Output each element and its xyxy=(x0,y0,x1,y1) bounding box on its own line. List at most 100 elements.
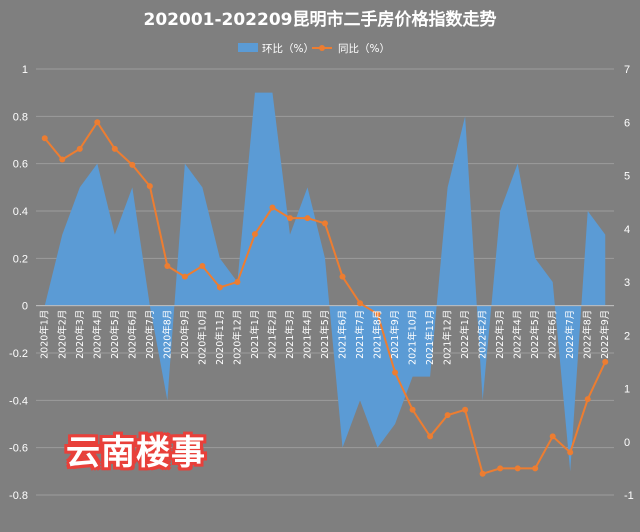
x-category-label: 2020年2月 xyxy=(56,310,68,359)
line-point xyxy=(567,449,574,456)
line-point xyxy=(497,465,504,472)
line-point xyxy=(41,135,48,142)
x-category-label: 2021年11月 xyxy=(424,310,436,365)
y-right-tick-label: 6 xyxy=(624,117,630,129)
line-point xyxy=(322,220,328,227)
line-point xyxy=(374,310,381,317)
y-right-tick-label: 2 xyxy=(624,330,630,342)
line-point xyxy=(462,406,469,413)
line-point xyxy=(111,145,118,152)
x-category-label: 2020年4月 xyxy=(91,310,103,359)
area-fill-huanbi xyxy=(44,92,606,472)
x-category-label: 2022年4月 xyxy=(512,310,524,359)
line-point xyxy=(269,204,276,211)
line-point xyxy=(59,156,66,163)
chart-title: 202001-202209昆明市二手房价格指数走势 xyxy=(144,9,497,30)
x-category-label: 2020年6月 xyxy=(126,310,138,359)
y-left-tick-label: -0.4 xyxy=(9,395,28,407)
line-point xyxy=(181,273,188,280)
area-series xyxy=(44,92,606,472)
x-category-label: 2021年10月 xyxy=(407,310,419,365)
y-right-tick-label: 3 xyxy=(624,277,630,289)
legend: 环比（%） 同比（%） xyxy=(238,42,390,55)
x-category-label: 2022年5月 xyxy=(529,310,541,359)
line-point xyxy=(514,465,521,472)
legend-marker xyxy=(319,45,325,51)
y-left-tick-label: 0.8 xyxy=(13,111,28,123)
legend-swatch-area xyxy=(238,43,258,52)
y-left-tick-label: 0.6 xyxy=(13,159,28,171)
x-category-label: 2020年1月 xyxy=(39,310,51,359)
y-right-tick-label: -1 xyxy=(624,490,634,502)
x-category-label: 2020年7月 xyxy=(144,310,156,359)
line-point xyxy=(584,396,591,403)
line-series xyxy=(41,119,609,477)
x-category-label: 2021年7月 xyxy=(354,310,366,359)
y-axis-right: -1 0 1 2 3 4 5 6 7 xyxy=(624,64,634,502)
x-category-label: 2020年5月 xyxy=(109,310,121,359)
line-point xyxy=(444,412,451,419)
y-right-tick-label: 7 xyxy=(624,64,630,76)
line-point xyxy=(427,433,434,440)
line-point xyxy=(602,358,609,365)
line-point xyxy=(199,263,206,270)
x-axis-categories: 2020年1月 2020年2月 2020年3月 2020年4月 2020年5月 2020年… xyxy=(39,310,611,365)
legend-label-area: 环比（%） xyxy=(262,42,314,55)
x-category-label: 2022年6月 xyxy=(547,310,559,359)
line-point xyxy=(234,279,241,285)
line-point xyxy=(409,406,416,413)
x-category-label: 2022年1月 xyxy=(459,310,471,359)
x-category-label: 2021年9月 xyxy=(389,310,401,359)
line-point xyxy=(392,369,399,376)
x-category-label: 2021年4月 xyxy=(301,310,313,359)
x-category-label: 2022年3月 xyxy=(494,310,506,359)
x-category-label: 2020年10月 xyxy=(196,310,208,365)
x-category-label: 2020年12月 xyxy=(231,310,243,365)
line-point xyxy=(94,119,101,126)
x-category-label: 2020年11月 xyxy=(214,310,226,365)
line-point xyxy=(549,433,556,440)
y-left-tick-label: 0.4 xyxy=(13,206,28,218)
x-category-label: 2021年1月 xyxy=(249,310,261,359)
x-category-label: 2021年8月 xyxy=(372,310,384,359)
legend-label-line: 同比（%） xyxy=(338,42,390,55)
watermark: 云南楼事 xyxy=(66,433,206,473)
x-category-label: 2021年3月 xyxy=(284,310,296,359)
y-right-tick-label: 0 xyxy=(624,437,630,449)
line-point xyxy=(76,145,83,152)
line-point xyxy=(357,300,364,307)
y-right-tick-label: 5 xyxy=(624,171,630,183)
line-point xyxy=(146,183,153,190)
x-category-label: 2022年9月 xyxy=(599,310,611,359)
y-left-tick-label: -0.8 xyxy=(9,490,28,502)
y-left-tick-label: -0.6 xyxy=(9,443,28,455)
y-right-tick-label: 4 xyxy=(624,224,630,236)
x-category-label: 2021年12月 xyxy=(442,310,454,365)
x-category-label: 2022年2月 xyxy=(477,310,489,359)
y-left-tick-label: 1 xyxy=(22,64,28,76)
x-category-label: 2021年2月 xyxy=(266,310,278,359)
x-category-label: 2020年3月 xyxy=(74,310,86,359)
line-point xyxy=(164,263,171,270)
line-point xyxy=(129,161,136,168)
x-category-label: 2020年8月 xyxy=(161,310,173,359)
y-left-tick-label: -0.2 xyxy=(9,348,28,360)
x-category-label: 2021年6月 xyxy=(337,310,349,359)
line-point xyxy=(251,231,258,238)
line-point xyxy=(216,284,223,291)
y-axis-left: -0.8 -0.6 -0.4 -0.2 0 0.2 0.4 0.6 0.8 1 xyxy=(9,64,28,502)
y-right-tick-label: 1 xyxy=(624,384,630,396)
x-category-label: 2020年9月 xyxy=(179,310,191,359)
line-point xyxy=(479,470,486,477)
x-category-label: 2022年8月 xyxy=(582,310,594,359)
x-category-label: 2021年5月 xyxy=(319,310,331,359)
line-point xyxy=(286,215,293,222)
line-point xyxy=(304,215,311,222)
x-category-label: 2022年7月 xyxy=(564,310,576,359)
line-point xyxy=(532,465,539,472)
line-point xyxy=(339,273,346,280)
y-left-tick-label: 0 xyxy=(22,301,28,313)
y-left-tick-label: 0.2 xyxy=(13,253,28,265)
